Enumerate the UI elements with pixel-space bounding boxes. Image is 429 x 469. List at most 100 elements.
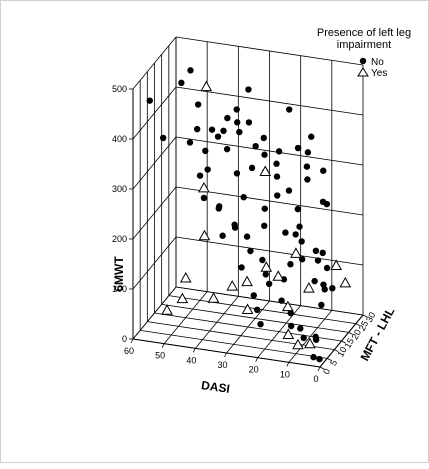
point-no	[260, 134, 267, 142]
point-no	[234, 119, 241, 126]
point-no	[194, 125, 201, 133]
point-yes	[303, 282, 315, 293]
tick-labels: 0100200300400500010203040506005101520253…	[112, 84, 377, 384]
point-no	[304, 176, 311, 183]
z-axis-label: MFT - LHL	[358, 305, 398, 363]
point-no	[286, 106, 293, 113]
grid-line-floor	[147, 321, 335, 351]
point-no	[196, 172, 204, 179]
grid-line-back-left	[132, 36, 177, 90]
tick-label-dasi: 60	[124, 346, 134, 356]
point-yes	[161, 304, 173, 315]
grid-line-floor	[168, 295, 356, 325]
point-no	[297, 325, 304, 332]
tick-label-6mwt: 500	[112, 84, 127, 94]
point-no	[223, 145, 231, 153]
point-yes	[200, 80, 213, 92]
point-yes	[292, 338, 304, 350]
point-no	[298, 238, 305, 245]
point-no	[178, 79, 185, 87]
point-no	[247, 247, 254, 255]
tick-label-6mwt: 200	[112, 234, 127, 244]
point-no	[238, 264, 245, 271]
tick-dasi	[224, 352, 227, 358]
tick-dasi	[317, 366, 321, 372]
point-no	[273, 173, 281, 180]
tick-label-mft: 30	[364, 310, 378, 324]
point-no	[219, 232, 226, 239]
grid-line-back-right	[175, 36, 364, 66]
point-yes	[176, 292, 189, 304]
point-no	[308, 133, 315, 140]
point-no	[208, 126, 216, 133]
point-no	[245, 86, 252, 93]
point-no	[215, 205, 222, 212]
point-no	[261, 205, 268, 212]
tick-mft	[341, 340, 346, 344]
grid-line-back-right	[175, 86, 364, 116]
tick-label-mft: 0	[321, 367, 332, 376]
tick-label-mft: 15	[342, 336, 356, 350]
point-no	[282, 229, 289, 236]
point-no	[323, 264, 331, 272]
point-yes	[179, 271, 192, 283]
point-no	[186, 139, 194, 146]
point-no	[274, 192, 281, 199]
x-axis-label: DASI	[200, 378, 230, 396]
tick-label-dasi: 0	[313, 374, 318, 384]
point-no	[294, 144, 302, 152]
tick-label-dasi: 50	[155, 351, 165, 361]
point-no	[312, 336, 320, 343]
point-no	[257, 321, 264, 328]
legend: Presence of left leg impairment No Yes	[317, 27, 411, 79]
legend-yes-label: Yes	[371, 68, 387, 79]
grid-lines	[132, 36, 364, 368]
point-yes	[330, 259, 343, 270]
point-yes	[339, 276, 352, 288]
point-no	[319, 249, 326, 257]
point-no	[285, 187, 293, 194]
point-yes	[259, 165, 272, 177]
point-no	[220, 127, 227, 134]
legend-title-line2: impairment	[337, 39, 391, 51]
point-no	[314, 257, 322, 264]
tick-dasi	[161, 343, 165, 348]
grid-line-floor	[140, 329, 328, 359]
point-no	[273, 160, 280, 167]
tick-dasi	[192, 348, 196, 353]
tick-mft	[319, 366, 325, 370]
grid-line-back-right	[175, 136, 364, 166]
point-no	[304, 149, 312, 156]
grid-line-back-right	[175, 236, 364, 266]
point-no	[245, 119, 253, 126]
point-yes	[198, 181, 210, 193]
legend-yes-marker	[357, 67, 369, 77]
point-no	[231, 221, 238, 228]
point-no	[250, 292, 257, 299]
point-no	[288, 322, 295, 330]
tick-label-dasi: 30	[217, 360, 227, 370]
point-no	[318, 301, 325, 309]
point-no	[214, 133, 222, 140]
point-yes	[260, 261, 273, 272]
tick-mft	[326, 357, 332, 361]
point-yes	[272, 270, 285, 281]
grid-line-back-left	[132, 236, 177, 290]
point-no	[194, 101, 202, 108]
point-no	[320, 167, 327, 174]
point-no	[287, 309, 294, 317]
point-no	[278, 297, 285, 304]
tick-label-dasi: 20	[249, 365, 259, 375]
tick-label-dasi: 10	[280, 369, 290, 379]
point-no	[323, 200, 331, 208]
point-yes	[281, 300, 294, 312]
point-no	[300, 334, 307, 342]
legend-no-marker	[359, 57, 367, 65]
grid-line-back-left	[132, 136, 177, 190]
point-no	[252, 143, 259, 150]
legend-title-line1: Presence of left leg	[317, 27, 411, 39]
point-no	[321, 286, 328, 293]
point-yes	[241, 303, 254, 314]
